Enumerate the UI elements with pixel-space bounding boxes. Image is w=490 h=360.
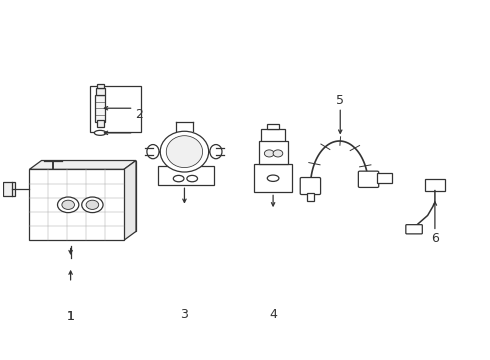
Text: 1: 1 [67,310,74,323]
FancyBboxPatch shape [300,177,320,194]
Bar [259,141,288,164]
Ellipse shape [166,136,202,168]
Circle shape [86,200,98,210]
Bar [97,84,103,88]
Circle shape [82,197,103,213]
Bar [96,88,104,95]
Text: 5: 5 [336,94,344,107]
Polygon shape [29,169,124,240]
FancyBboxPatch shape [358,171,379,188]
Circle shape [62,200,74,210]
Text: 3: 3 [180,308,188,321]
Bar [3,182,15,196]
Polygon shape [124,161,136,240]
Polygon shape [29,161,136,169]
Polygon shape [42,161,136,231]
Bar [425,179,444,191]
Text: 1: 1 [67,310,74,323]
Bar [254,164,293,192]
Circle shape [273,150,283,157]
Ellipse shape [95,130,106,135]
Bar [158,166,214,185]
Ellipse shape [147,145,159,159]
Ellipse shape [267,175,279,181]
FancyBboxPatch shape [406,225,422,234]
Text: 4: 4 [269,308,277,321]
Bar [267,124,279,129]
Circle shape [57,197,79,213]
Ellipse shape [187,175,197,182]
Text: 6: 6 [431,232,439,245]
Ellipse shape [210,145,222,159]
Text: 2: 2 [135,108,144,121]
Bar [307,193,314,201]
Ellipse shape [173,175,184,182]
Bar [377,173,392,183]
Ellipse shape [160,131,209,172]
Circle shape [265,150,274,157]
Bar [95,95,105,122]
Bar [97,121,103,127]
Bar [261,129,285,143]
Bar [90,86,141,132]
